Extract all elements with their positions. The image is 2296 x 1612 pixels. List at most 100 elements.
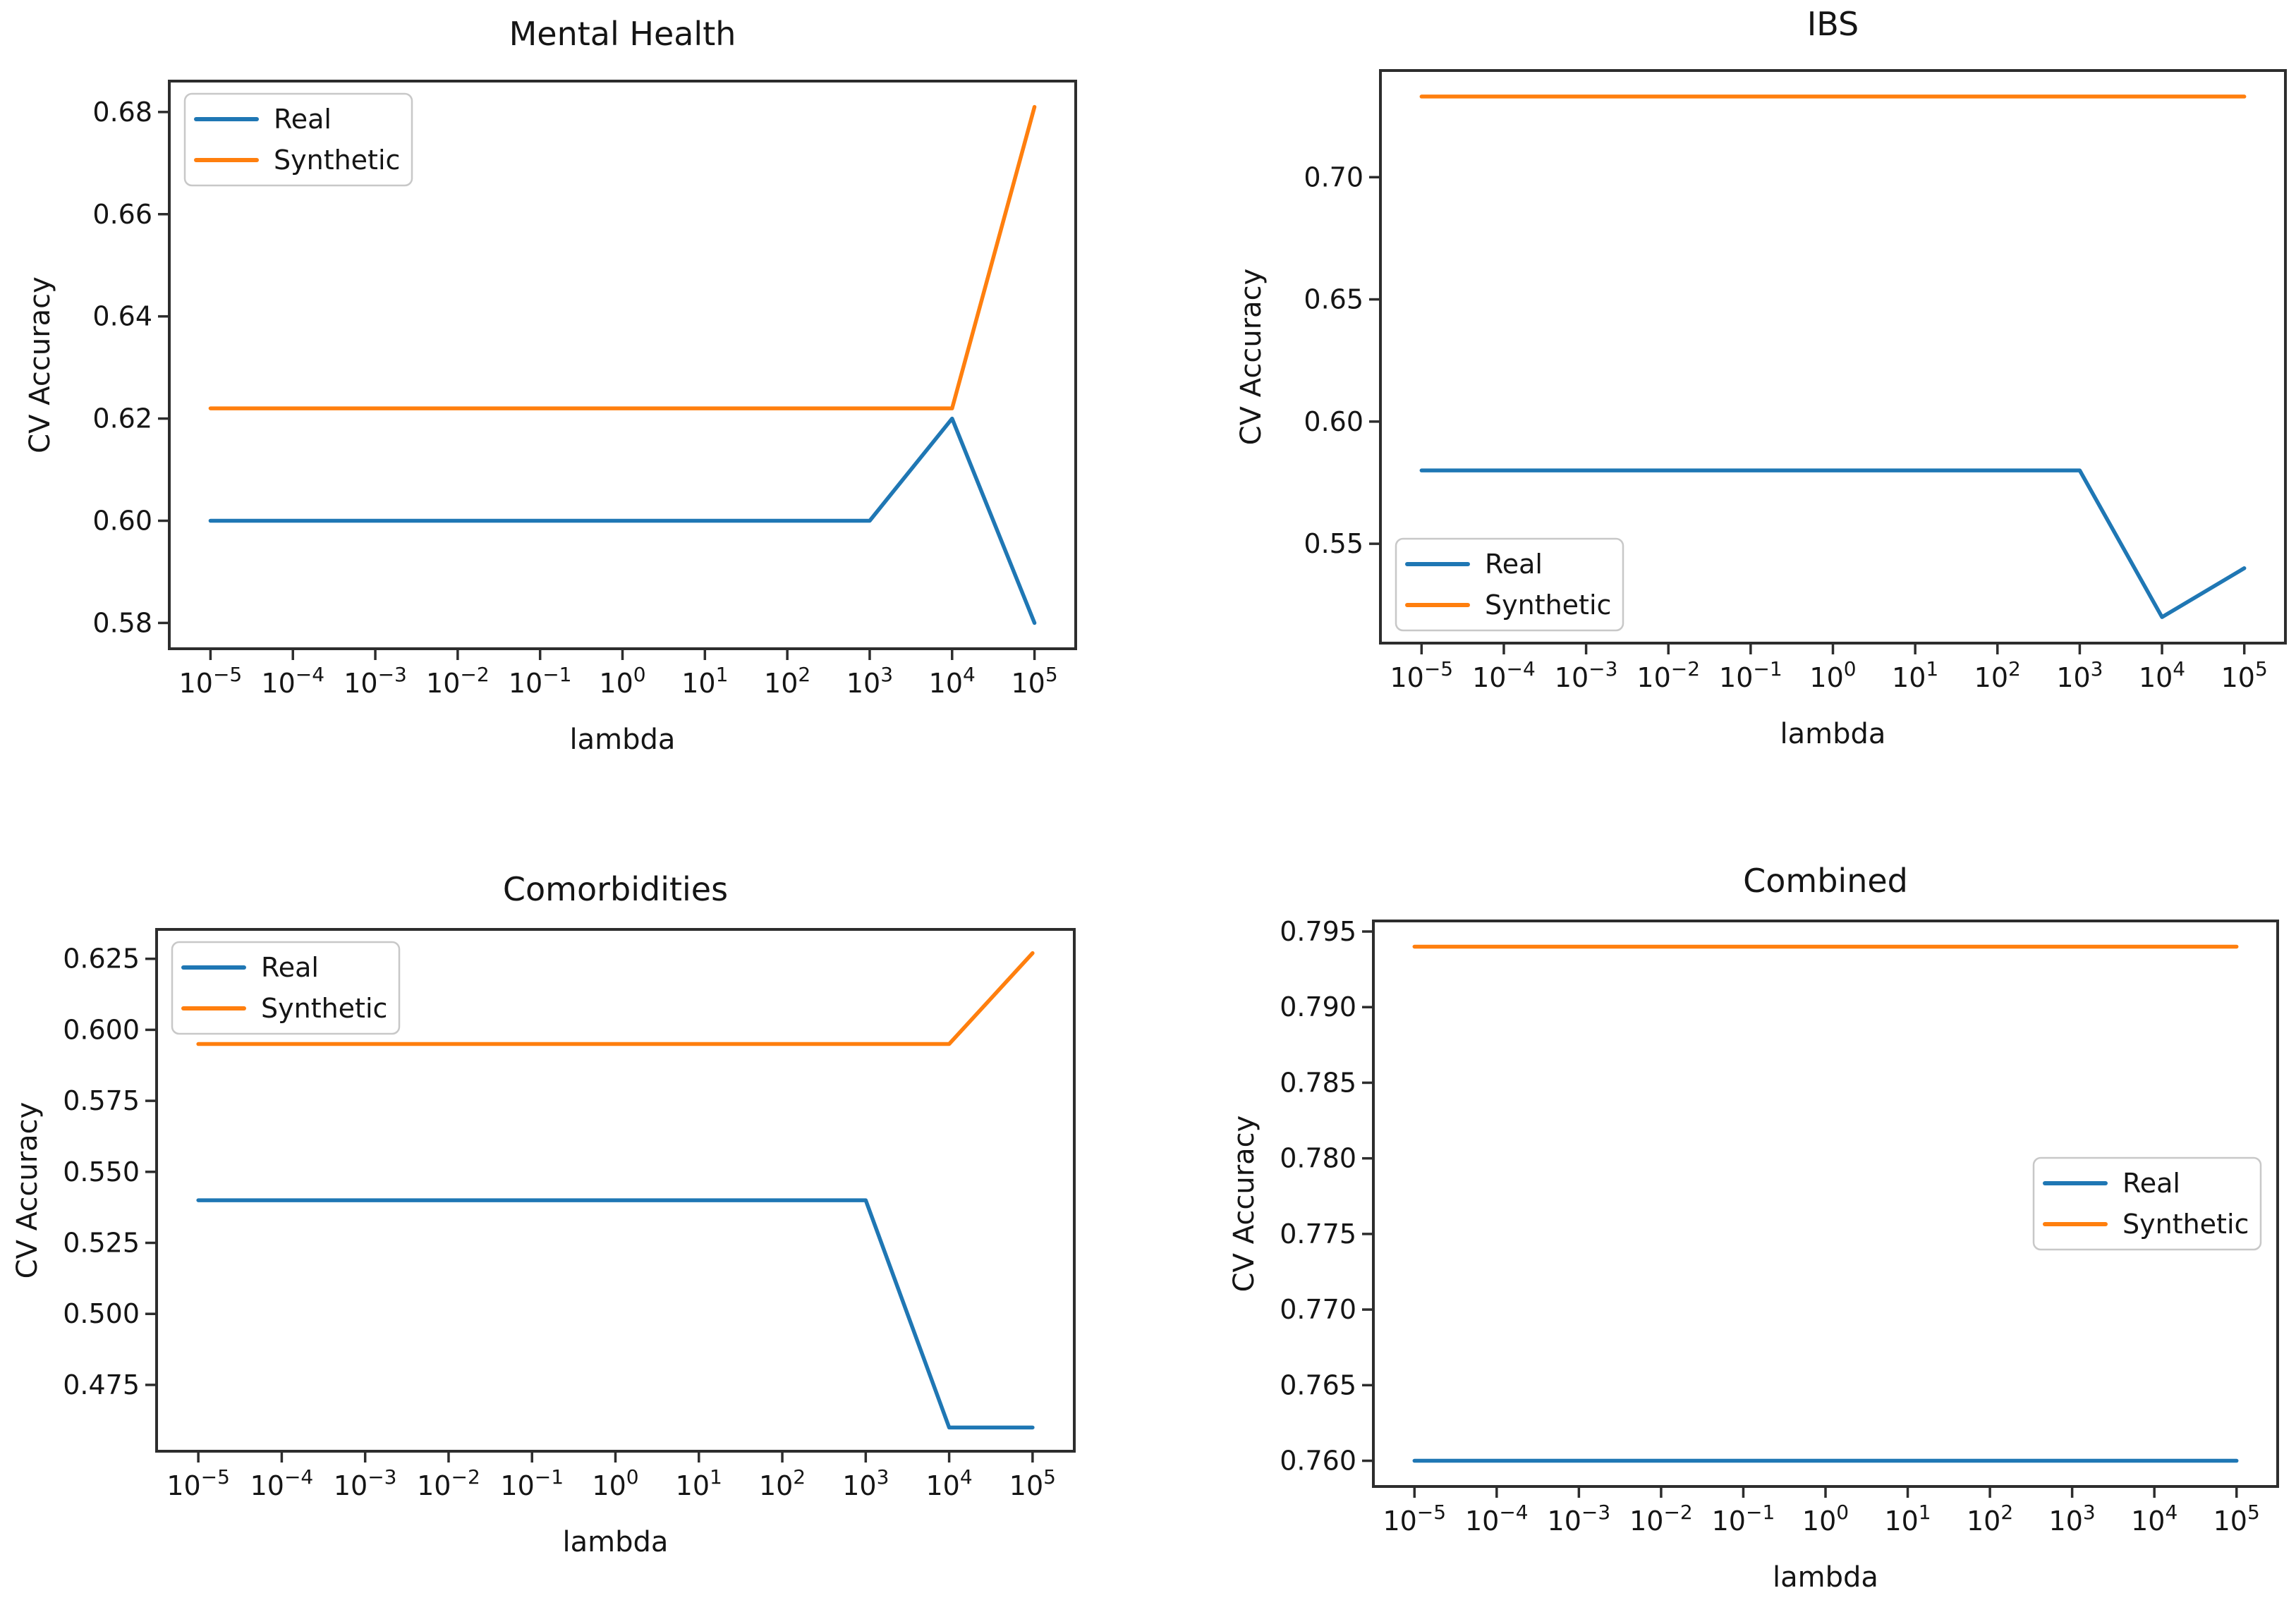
legend-box (183, 92, 413, 187)
legend: Real Synthetic (183, 92, 413, 187)
line-real (208, 416, 1037, 625)
y-tick-label: 0.625 (63, 944, 140, 975)
x-tick-label: 10−4 (1465, 1501, 1529, 1537)
y-tick-label: 0.64 (92, 301, 152, 332)
legend: Real Synthetic (1395, 537, 1624, 632)
chart-canvas-mental-health: 0.58 0.60 0.62 0.64 0.66 0.68 10−5 10−4 10−3 10−2… (24, 15, 1077, 756)
x-tick-label: 10−5 (1390, 657, 1453, 693)
x-tick-label: 10−4 (1472, 657, 1536, 693)
x-tick-label: 10−5 (179, 663, 243, 699)
x-tick-label: 10−2 (426, 663, 490, 699)
y-tick-label: 0.55 (1304, 528, 1363, 559)
x-tick-label: 10−5 (166, 1465, 230, 1501)
legend-box (2032, 1156, 2262, 1251)
chart-title: Mental Health (509, 15, 736, 53)
legend-box (171, 941, 401, 1035)
chart-title: IBS (1807, 5, 1859, 43)
y-tick-label: 0.780 (1280, 1143, 1356, 1174)
y-tick-label: 0.790 (1280, 991, 1356, 1022)
y-tick-label: 0.58 (92, 607, 152, 638)
y-tick-label: 0.68 (92, 97, 152, 128)
legend-label: Synthetic (261, 993, 387, 1024)
chart-title: Comorbidities (503, 870, 728, 908)
x-tick-label: 10−3 (1548, 1501, 1611, 1537)
x-tick-label: 102 (1974, 657, 2021, 693)
x-tick-label: 103 (842, 1465, 889, 1501)
legend-label: Synthetic (274, 145, 400, 176)
chart-title: Combined (1743, 862, 1908, 900)
y-tick-label: 0.550 (63, 1156, 140, 1187)
legend-label: Synthetic (2122, 1209, 2249, 1240)
x-tick-label: 105 (1009, 1465, 1056, 1501)
y-axis-label: CV Accuracy (1235, 269, 1268, 446)
subplot-ibs: 0.55 0.60 0.65 0.70 10−5 10−4 10−3 10−2 10−1 100 1… (1148, 0, 2296, 806)
x-tick-label: 10−1 (509, 663, 572, 699)
y-tick-label: 0.600 (63, 1014, 140, 1045)
y-tick-label: 0.525 (63, 1228, 140, 1259)
y-tick-label: 0.60 (92, 505, 152, 536)
line-synthetic (196, 951, 1035, 1046)
legend: Real Synthetic (2032, 1156, 2262, 1251)
x-tick-label: 10−1 (500, 1465, 564, 1501)
y-tick-label: 0.70 (1304, 161, 1363, 193)
subplot-mental-health: 0.58 0.60 0.62 0.64 0.66 0.68 10−5 10−4 10−3 10−2… (0, 0, 1148, 806)
x-axis-label: lambda (563, 1526, 669, 1558)
x-tick-label: 10−2 (1629, 1501, 1693, 1537)
x-tick-label: 102 (764, 663, 810, 699)
line-synthetic (208, 104, 1037, 410)
chart-canvas-comorbidities: 0.475 0.500 0.525 0.550 0.575 0.600 0.625 10−5 1… (11, 870, 1076, 1558)
x-axis-label: lambda (570, 723, 676, 756)
x-tick-label: 10−1 (1719, 657, 1782, 693)
y-tick-label: 0.785 (1280, 1067, 1356, 1098)
y-tick-label: 0.475 (63, 1369, 140, 1400)
x-axis-label: lambda (1773, 1561, 1878, 1594)
legend-label: Real (2122, 1168, 2180, 1199)
x-tick-label: 102 (759, 1465, 806, 1501)
y-tick-label: 0.575 (63, 1085, 140, 1116)
legend-label: Real (274, 104, 332, 135)
line-real (196, 1198, 1035, 1430)
x-tick-label: 100 (599, 663, 645, 699)
subplot-comorbidities: 0.475 0.500 0.525 0.550 0.575 0.600 0.625 10−5 1… (0, 806, 1148, 1612)
x-tick-label: 102 (1967, 1501, 2013, 1537)
line-real (1419, 468, 2247, 619)
x-tick-label: 105 (2213, 1501, 2260, 1537)
x-tick-label: 10−1 (1712, 1501, 1775, 1537)
x-tick-label: 10−3 (334, 1465, 397, 1501)
x-tick-label: 100 (1809, 657, 1856, 693)
legend-box (1395, 537, 1624, 632)
y-axis-label: CV Accuracy (24, 276, 56, 453)
legend: Real Synthetic (171, 941, 401, 1035)
x-tick-label: 101 (1884, 1501, 1931, 1537)
x-tick-label: 10−4 (261, 663, 324, 699)
legend-label: Synthetic (1485, 590, 1611, 621)
y-tick-label: 0.770 (1280, 1294, 1356, 1325)
x-tick-label: 101 (681, 663, 728, 699)
y-tick-label: 0.60 (1304, 406, 1363, 437)
x-tick-label: 104 (2139, 657, 2185, 693)
x-axis-label: lambda (1780, 718, 1886, 750)
y-tick-label: 0.775 (1280, 1219, 1356, 1250)
chart-canvas-ibs: 0.55 0.60 0.65 0.70 10−5 10−4 10−3 10−2 10−1 100 1… (1235, 5, 2287, 750)
x-tick-label: 103 (2056, 657, 2103, 693)
x-tick-label: 10−2 (1636, 657, 1700, 693)
x-tick-label: 10−2 (417, 1465, 480, 1501)
x-tick-label: 105 (2221, 657, 2268, 693)
chart-canvas-combined: 0.760 0.765 0.770 0.775 0.780 0.785 0.790 0.795… (1228, 862, 2279, 1594)
x-tick-label: 100 (1802, 1501, 1849, 1537)
x-tick-label: 103 (846, 663, 893, 699)
x-tick-label: 104 (929, 663, 976, 699)
y-tick-label: 0.62 (92, 403, 152, 434)
subplot-combined: 0.760 0.765 0.770 0.775 0.780 0.785 0.790 0.795… (1148, 806, 2296, 1612)
y-tick-label: 0.760 (1280, 1446, 1356, 1477)
x-tick-label: 104 (925, 1465, 972, 1501)
x-tick-label: 101 (1892, 657, 1938, 693)
x-tick-label: 10−5 (1383, 1501, 1446, 1537)
x-tick-label: 10−4 (250, 1465, 314, 1501)
y-tick-label: 0.66 (92, 199, 152, 230)
y-tick-label: 0.765 (1280, 1369, 1356, 1400)
x-tick-label: 104 (2131, 1501, 2177, 1537)
y-tick-label: 0.500 (63, 1298, 140, 1329)
x-tick-label: 10−3 (344, 663, 407, 699)
